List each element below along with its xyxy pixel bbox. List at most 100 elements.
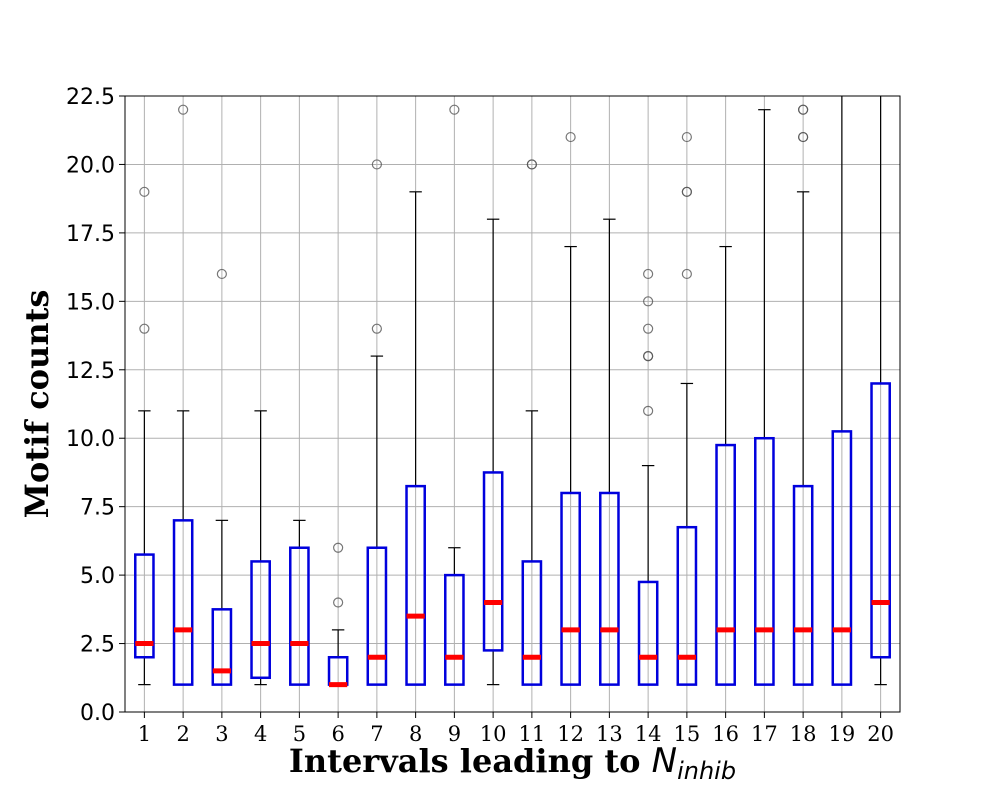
- plot-frame: [124, 95, 901, 713]
- x-tick-label: 12: [557, 722, 584, 746]
- box-iqr: [831, 430, 853, 686]
- x-tick-label: 3: [215, 722, 228, 746]
- outlier-point: [643, 405, 654, 416]
- box-iqr: [754, 436, 775, 686]
- x-tick-label: 2: [176, 722, 189, 746]
- box-group: [172, 104, 194, 686]
- x-axis-title-text: Intervals leading to: [289, 742, 652, 780]
- box-group: [831, 96, 853, 686]
- x-tick-label: 7: [370, 722, 383, 746]
- x-tick-label: 14: [635, 722, 662, 746]
- y-tick-label: 5.0: [80, 564, 115, 589]
- y-tick-label: 2.5: [80, 633, 115, 658]
- box-group: [366, 159, 388, 686]
- box-group: [405, 191, 426, 686]
- box-iqr: [482, 471, 504, 652]
- x-tick-label: 16: [712, 722, 739, 746]
- outlier-point: [178, 104, 189, 115]
- y-tick-label: 15.0: [66, 290, 115, 315]
- outlier-point: [643, 323, 654, 334]
- box-group: [482, 218, 504, 686]
- box-group: [870, 96, 891, 686]
- y-tick-label: 10.0: [66, 427, 115, 452]
- x-tick-label: 6: [331, 722, 344, 746]
- outlier-point: [681, 186, 692, 197]
- outlier-point: [333, 597, 344, 608]
- outlier-point: [449, 104, 460, 115]
- box-group: [444, 104, 465, 686]
- box-iqr: [172, 519, 194, 686]
- box-iqr: [521, 560, 543, 686]
- box-iqr: [289, 546, 310, 686]
- box-group: [134, 186, 155, 686]
- outlier-point: [681, 131, 692, 143]
- box-group: [676, 131, 698, 686]
- box-group: [792, 104, 814, 686]
- y-tick-label: 0.0: [80, 701, 115, 726]
- box-iqr: [599, 491, 620, 686]
- grid: [125, 95, 900, 713]
- x-tick-label: 18: [790, 722, 817, 746]
- box-group: [327, 542, 349, 688]
- box-iqr: [560, 491, 581, 686]
- outlier-point: [798, 104, 809, 115]
- box-group: [560, 131, 581, 686]
- outlier-point: [681, 268, 692, 280]
- y-tick-label: 22.5: [66, 85, 115, 110]
- box-iqr: [405, 484, 426, 686]
- outlier-point: [371, 159, 382, 170]
- y-axis-title: Motif counts: [18, 290, 56, 519]
- y-axis-ticks: 0.0 2.5 5.0 7.5 10.0 12.5 15.0 17.5 20.0 22.5: [66, 85, 125, 726]
- box-group: [754, 109, 775, 686]
- box-group: [289, 519, 310, 686]
- box-iqr: [134, 553, 155, 659]
- box-group: [211, 268, 233, 686]
- y-tick-label: 20.0: [66, 153, 115, 178]
- box-iqr: [792, 484, 814, 686]
- box-group: [521, 159, 543, 686]
- outlier-point: [139, 323, 150, 334]
- outlier-point: [643, 268, 654, 280]
- box-group: [715, 245, 736, 686]
- box-iqr: [676, 525, 698, 686]
- box-iqr: [870, 382, 891, 659]
- x-axis-title: Intervals leading to Ninhib: [289, 741, 736, 785]
- x-axis-title-subscript: inhib: [677, 757, 736, 785]
- outlier-point: [565, 131, 576, 143]
- outlier-point: [371, 323, 382, 334]
- outlier-point: [526, 159, 537, 170]
- x-axis-title-symbol: N: [652, 741, 677, 781]
- x-tick-label: 5: [293, 722, 306, 746]
- outlier-point: [643, 296, 654, 307]
- outlier-point: [798, 131, 809, 143]
- x-tick-label: 15: [674, 722, 701, 746]
- x-tick-label: 10: [480, 722, 507, 746]
- outlier-point: [643, 350, 654, 362]
- x-axis-ticks: 1 2 3 4 5 6 7 8 9 10 11 12 13 14 15 16 17 18 19 20: [138, 712, 894, 746]
- x-tick-label: 17: [751, 722, 778, 746]
- box-iqr: [637, 580, 659, 686]
- y-tick-label: 17.5: [66, 222, 115, 247]
- box-iqr: [366, 546, 388, 686]
- outlier-point: [216, 268, 227, 280]
- box-iqr: [444, 573, 465, 686]
- box-group: [250, 410, 271, 686]
- y-tick-label: 7.5: [80, 496, 115, 521]
- box-iqr: [715, 443, 736, 686]
- x-tick-label: 4: [254, 722, 267, 746]
- x-tick-label: 13: [596, 722, 623, 746]
- x-tick-label: 8: [409, 722, 422, 746]
- outlier-point: [139, 186, 150, 197]
- x-tick-label: 11: [519, 722, 546, 746]
- y-tick-label: 12.5: [66, 359, 115, 384]
- box-iqr: [250, 560, 271, 680]
- x-tick-label: 9: [448, 722, 461, 746]
- outlier-point: [333, 542, 344, 553]
- box-group: [637, 268, 659, 686]
- box-group: [599, 218, 620, 686]
- x-tick-label: 1: [138, 722, 151, 746]
- x-tick-label: 19: [829, 722, 856, 746]
- x-tick-label: 20: [867, 722, 894, 746]
- boxes: [134, 96, 891, 688]
